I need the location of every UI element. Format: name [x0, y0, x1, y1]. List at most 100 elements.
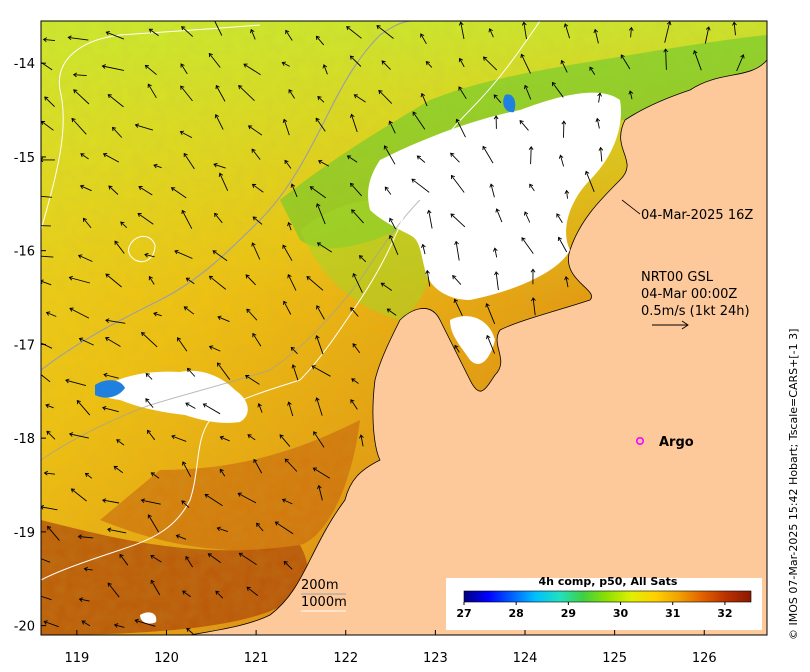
sst-cool-spot-2: [503, 94, 516, 113]
lon-tick-label: 126: [692, 651, 717, 666]
current-arrow: [257, 403, 263, 413]
current-arrow: [218, 172, 229, 191]
current-arrow: [556, 213, 563, 223]
current-arrow: [281, 61, 290, 67]
current-arrow: [214, 21, 223, 36]
current-arrow: [81, 620, 91, 627]
current-arrow: [420, 92, 428, 107]
current-arrow: [238, 85, 255, 102]
current-arrow: [358, 255, 367, 263]
current-arrow: [145, 398, 154, 408]
current-arrow: [290, 346, 298, 355]
current-arrow: [76, 399, 91, 416]
credit-text: © IMOS 07-Mar-2025 15:42 Hobart; Tscale=…: [787, 329, 800, 640]
current-arrow: [288, 89, 295, 99]
lat-tick-label: -18: [14, 432, 35, 447]
current-time-label: 04-Mar 00:00Z: [641, 287, 737, 302]
current-arrow: [177, 337, 188, 352]
current-arrow: [140, 331, 158, 348]
current-arrow: [350, 113, 358, 133]
current-arrow: [41, 342, 53, 349]
current-arrow: [246, 586, 259, 596]
current-arrow: [287, 273, 297, 291]
lon-tick-label: 124: [513, 651, 538, 666]
current-arrow: [306, 276, 324, 291]
cloud-mask-3: [99, 370, 248, 423]
current-arrow: [628, 26, 634, 38]
current-arrow: [493, 94, 502, 103]
current-arrow: [150, 579, 161, 596]
time-label-leader: [621, 199, 641, 215]
lat-tick-label: -15: [14, 151, 35, 166]
current-arrow: [250, 28, 256, 40]
current-arrow: [150, 554, 162, 563]
current-arrow: [185, 555, 193, 568]
lat-tick-label: -16: [14, 245, 35, 260]
current-arrow: [563, 23, 571, 39]
time-label: 04-Mar-2025 16Z: [641, 208, 753, 223]
current-arrow: [251, 148, 261, 160]
current-arrow: [181, 500, 190, 509]
current-arrow: [282, 244, 293, 261]
current-arrow: [558, 154, 565, 167]
current-arrow: [359, 434, 364, 447]
current-arrow: [383, 145, 396, 165]
current-arrow: [628, 90, 634, 100]
current-arrow: [256, 522, 264, 532]
current-arrow: [44, 96, 55, 108]
current-arrow: [528, 145, 534, 165]
current-arrow: [180, 63, 188, 75]
current-arrow: [215, 590, 224, 599]
current-arrow: [349, 55, 362, 67]
current-arrow: [208, 345, 221, 352]
current-arrow: [736, 54, 745, 72]
colorbar-ramp: [463, 590, 752, 603]
current-arrow: [148, 28, 159, 37]
current-arrow: [282, 118, 290, 136]
colorbar-tick-label: 28: [509, 607, 524, 620]
current-arrow: [317, 159, 330, 167]
current-arrow: [352, 343, 361, 354]
current-arrow: [284, 159, 292, 169]
current-arrow: [134, 123, 154, 131]
lon-tick-label: 123: [423, 651, 448, 666]
current-arrow: [290, 183, 298, 198]
current-arrow: [101, 498, 120, 504]
current-arrow: [208, 275, 227, 290]
current-arrow: [41, 255, 54, 258]
current-arrow: [138, 186, 153, 196]
current-arrow: [41, 504, 58, 511]
current-arrow: [315, 35, 325, 46]
current-arrow: [77, 254, 93, 262]
current-arrow: [80, 153, 89, 160]
current-arrow: [454, 344, 460, 353]
current-arrow: [315, 203, 326, 225]
current-arrow: [353, 94, 366, 103]
current-arrow: [664, 21, 672, 43]
current-arrow: [214, 212, 223, 224]
current-scale-label: 0.5m/s (1kt 24h): [641, 304, 750, 319]
current-arrow: [283, 300, 292, 315]
current-arrow: [311, 365, 331, 377]
current-source-label: NRT00 GSL: [641, 270, 714, 285]
current-arrow: [279, 434, 291, 447]
current-arrow: [119, 553, 129, 566]
current-arrow: [107, 94, 124, 108]
current-arrow: [186, 627, 194, 635]
current-arrow: [316, 484, 323, 501]
current-arrow: [564, 189, 570, 199]
current-arrow: [183, 306, 195, 315]
current-arrow: [41, 157, 55, 163]
cloud-mask-4: [140, 612, 157, 624]
current-arrow: [107, 527, 127, 534]
current-arrow: [246, 308, 258, 321]
current-arrow: [134, 618, 156, 627]
current-arrow: [346, 155, 358, 163]
current-arrow: [82, 217, 92, 229]
current-arrow: [450, 213, 466, 228]
current-arrow: [73, 89, 90, 105]
current-arrow: [388, 234, 399, 255]
current-arrow: [493, 115, 499, 129]
current-arrow: [70, 488, 87, 502]
current-arrow: [389, 217, 396, 230]
